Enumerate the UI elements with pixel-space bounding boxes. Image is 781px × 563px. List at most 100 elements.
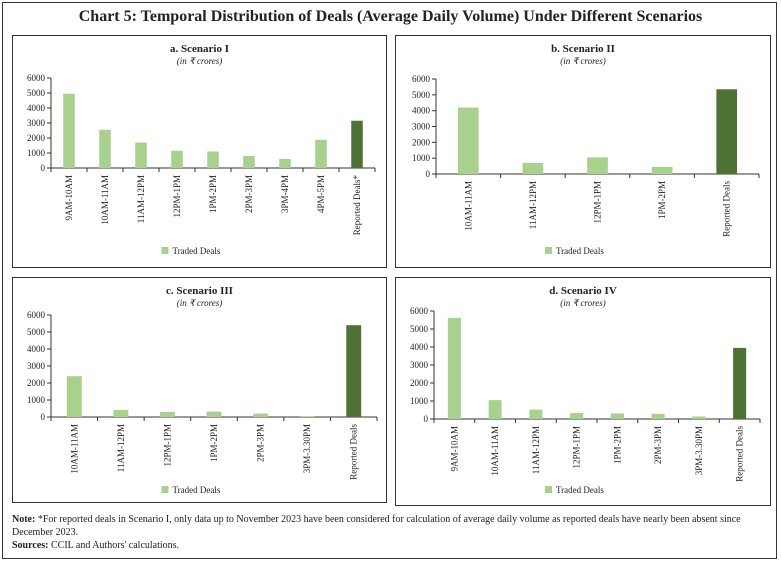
y-tick-label: 5000 bbox=[27, 88, 46, 98]
legend-label: Traded Deals bbox=[173, 246, 221, 256]
x-tick-label: 1PM-2PM bbox=[209, 424, 219, 462]
bar-traded-deals bbox=[692, 416, 706, 419]
x-tick-label: 12PM-1PM bbox=[172, 175, 182, 218]
x-tick-label: 2PM-3PM bbox=[653, 426, 663, 464]
bar-traded-deals bbox=[315, 139, 327, 168]
y-tick-label: 4000 bbox=[27, 344, 46, 354]
bar-traded-deals bbox=[135, 142, 147, 168]
bar-traded-deals bbox=[651, 166, 673, 174]
panel-subtitle: (in ₹ crores) bbox=[560, 298, 606, 308]
x-tick-label: 2PM-3PM bbox=[256, 424, 266, 462]
legend-swatch bbox=[161, 486, 169, 493]
bar-traded-deals bbox=[207, 151, 219, 168]
x-tick-label: 2PM-3PM bbox=[244, 175, 254, 213]
y-tick-label: 0 bbox=[41, 412, 46, 422]
bar-reported-deals bbox=[716, 89, 738, 174]
note-label: Note: bbox=[12, 514, 36, 525]
note-text: *For reported deals in Scenario I, only … bbox=[12, 514, 741, 538]
panel-subtitle: (in ₹ crores) bbox=[177, 298, 223, 308]
y-tick-label: 2000 bbox=[412, 137, 431, 147]
x-tick-label: Reported Deals bbox=[735, 426, 745, 482]
chart-title: Chart 5: Temporal Distribution of Deals … bbox=[78, 8, 703, 25]
bar-traded-deals bbox=[488, 400, 502, 419]
y-tick-label: 1000 bbox=[410, 396, 429, 406]
y-tick-label: 6000 bbox=[412, 74, 431, 84]
x-tick-label: 4PM-5PM bbox=[316, 175, 326, 213]
bar-traded-deals bbox=[529, 409, 543, 419]
bar-traded-deals bbox=[457, 107, 479, 174]
chart-svg: d. Scenario IV(in ₹ crores) 0 1000 2000 3000… bbox=[410, 285, 761, 495]
legend-label: Traded Deals bbox=[556, 485, 604, 495]
panel-title: a. Scenario I bbox=[170, 43, 229, 55]
panel-scenario-2: b. Scenario II (in ₹ crores) 0 1000 2000 3000… bbox=[395, 35, 771, 268]
sources-label: Sources: bbox=[12, 540, 49, 551]
legend-swatch bbox=[545, 486, 552, 493]
legend-label: Traded Deals bbox=[556, 246, 604, 256]
bar-traded-deals bbox=[243, 156, 255, 168]
y-tick-label: 0 bbox=[41, 163, 46, 173]
x-tick-label: 1PM-2PM bbox=[657, 181, 667, 219]
bar-traded-deals bbox=[522, 162, 544, 174]
y-tick-label: 0 bbox=[424, 414, 429, 424]
x-tick-label: 11AM-12PM bbox=[136, 175, 146, 223]
x-tick-label: 10AM-11AM bbox=[100, 175, 110, 225]
y-tick-label: 4000 bbox=[27, 103, 46, 113]
bar-reported-deals bbox=[351, 120, 363, 168]
panel-title: c. Scenario III bbox=[166, 285, 233, 297]
x-tick-label: 12PM-1PM bbox=[162, 424, 172, 467]
bar-traded-deals bbox=[651, 413, 665, 419]
x-tick-label: 11AM-12PM bbox=[116, 424, 126, 472]
y-tick-label: 4000 bbox=[412, 106, 431, 116]
sources-text: CCIL and Authors' calculations. bbox=[48, 540, 180, 551]
bar-reported-deals bbox=[346, 325, 362, 417]
x-tick-label: 1PM-2PM bbox=[208, 175, 218, 213]
y-tick-label: 2000 bbox=[27, 133, 46, 143]
y-tick-label: 6000 bbox=[27, 310, 46, 320]
x-tick-label: Reported Deals bbox=[722, 181, 732, 237]
bar-traded-deals bbox=[99, 129, 111, 168]
bar-traded-deals bbox=[253, 413, 269, 417]
x-tick-label: Reported Deals* bbox=[352, 175, 362, 236]
x-tick-label: 12PM-1PM bbox=[572, 426, 582, 469]
y-tick-label: 3000 bbox=[27, 361, 46, 371]
x-tick-label: 9AM-10AM bbox=[64, 175, 74, 221]
bar-traded-deals bbox=[610, 413, 624, 419]
chart-svg: b. Scenario II(in ₹ crores) 0 1000 2000 3000… bbox=[412, 43, 760, 256]
bar-traded-deals bbox=[113, 409, 129, 417]
y-tick-label: 6000 bbox=[410, 306, 429, 316]
bar-traded-deals bbox=[587, 157, 608, 174]
chart-svg: a. Scenario I(in ₹ crores) 0 1000 2000 3000 4… bbox=[27, 43, 376, 256]
x-tick-label: 12PM-1PM bbox=[593, 181, 603, 224]
legend-swatch bbox=[545, 247, 552, 254]
y-tick-label: 0 bbox=[426, 169, 431, 179]
bar-traded-deals bbox=[299, 416, 315, 417]
y-tick-label: 1000 bbox=[27, 395, 46, 405]
y-tick-label: 5000 bbox=[410, 324, 429, 334]
y-tick-label: 3000 bbox=[410, 360, 429, 370]
y-tick-label: 3000 bbox=[412, 122, 431, 132]
panel-title: b. Scenario II bbox=[551, 43, 615, 55]
x-tick-label: 3PM-3.30PM bbox=[302, 424, 312, 473]
y-tick-label: 6000 bbox=[27, 73, 46, 83]
note: Note: *For reported deals in Scenario I,… bbox=[12, 513, 772, 552]
bar-traded-deals bbox=[171, 150, 183, 168]
y-tick-label: 2000 bbox=[410, 378, 429, 388]
y-tick-label: 1000 bbox=[27, 148, 46, 158]
x-tick-label: 11AM-12PM bbox=[528, 181, 538, 229]
bar-traded-deals bbox=[63, 93, 75, 168]
panel-scenario-3: c. Scenario III (in ₹ crores) 0 1000 2000 300… bbox=[12, 277, 387, 503]
x-tick-label: 10AM-11AM bbox=[490, 426, 500, 476]
x-tick-label: 3PM-3.30PM bbox=[694, 426, 704, 475]
panel-title: d. Scenario IV bbox=[549, 285, 617, 297]
y-tick-label: 1000 bbox=[412, 153, 431, 163]
x-tick-label: 9AM-10AM bbox=[449, 426, 459, 472]
x-tick-label: 10AM-11AM bbox=[463, 181, 473, 231]
bar-traded-deals bbox=[66, 376, 82, 417]
y-tick-label: 4000 bbox=[410, 342, 429, 352]
panel-subtitle: (in ₹ crores) bbox=[177, 56, 223, 66]
x-tick-label: 3PM-4PM bbox=[280, 175, 290, 213]
bar-traded-deals bbox=[279, 159, 291, 168]
x-tick-label: 1PM-2PM bbox=[612, 426, 622, 464]
chart-svg: c. Scenario III(in ₹ crores) 0 1000 2000 300… bbox=[27, 285, 378, 495]
